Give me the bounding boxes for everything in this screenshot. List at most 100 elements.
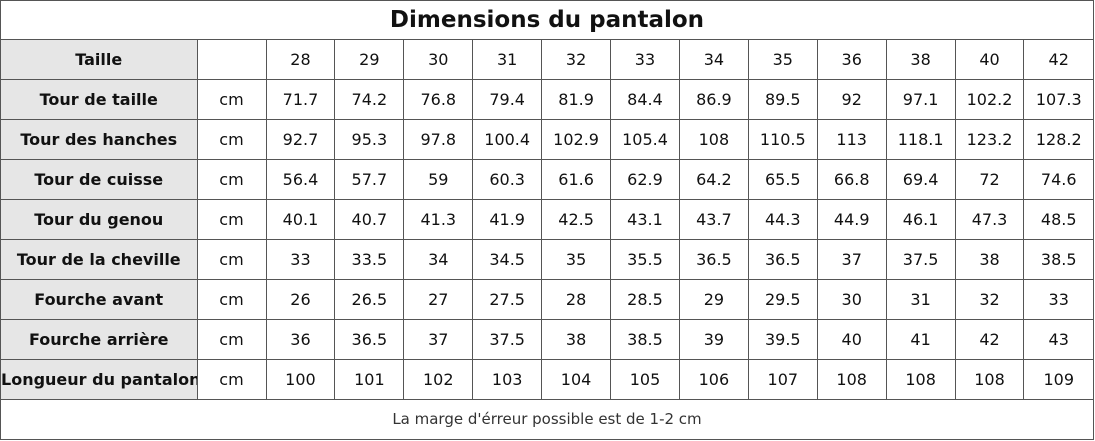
value-cell: 38.5 bbox=[1023, 239, 1093, 280]
unit-cell: cm bbox=[196, 199, 267, 240]
value-cell: 102.2 bbox=[954, 79, 1025, 120]
value-cell: 28 bbox=[541, 279, 612, 320]
value-cell: 61.6 bbox=[541, 159, 612, 200]
value-cell: 62.9 bbox=[610, 159, 680, 200]
row-label: Tour du genou bbox=[1, 199, 198, 240]
value-cell: 97.1 bbox=[885, 79, 956, 120]
value-cell: 40.1 bbox=[265, 199, 336, 240]
unit-cell: cm bbox=[196, 119, 267, 160]
value-cell: 35 bbox=[541, 239, 612, 280]
value-cell: 107 bbox=[747, 359, 818, 400]
value-cell: 71.7 bbox=[265, 79, 336, 120]
value-cell: 110.5 bbox=[747, 119, 818, 160]
value-cell: 128.2 bbox=[1023, 119, 1093, 160]
value-cell: 47.3 bbox=[954, 199, 1025, 240]
value-cell: 42 bbox=[954, 319, 1025, 360]
value-cell: 37.5 bbox=[885, 239, 956, 280]
value-cell: 86.9 bbox=[678, 79, 749, 120]
value-cell: 41.3 bbox=[403, 199, 474, 240]
value-cell: 37 bbox=[403, 319, 474, 360]
value-cell: 43.1 bbox=[610, 199, 680, 240]
value-cell: 35.5 bbox=[610, 239, 680, 280]
value-cell: 74.2 bbox=[334, 79, 405, 120]
value-cell: 101 bbox=[334, 359, 405, 400]
value-cell: 102 bbox=[403, 359, 474, 400]
value-cell: 65.5 bbox=[747, 159, 818, 200]
value-cell: 34 bbox=[403, 239, 474, 280]
row-label: Tour des hanches bbox=[1, 119, 198, 160]
value-cell: 105 bbox=[610, 359, 680, 400]
value-cell: 28.5 bbox=[610, 279, 680, 320]
value-cell: 102.9 bbox=[541, 119, 612, 160]
value-cell: 44.3 bbox=[747, 199, 818, 240]
value-cell: 76.8 bbox=[403, 79, 474, 120]
value-cell: 105.4 bbox=[610, 119, 680, 160]
row-label: Taille bbox=[1, 40, 198, 80]
row-label: Longueur du pantalon bbox=[1, 359, 198, 400]
value-cell: 108 bbox=[954, 359, 1025, 400]
table-row: Tour des hanches cm 92.7 95.3 97.8 100.4 102.9… bbox=[1, 119, 1093, 160]
size-header: 29 bbox=[334, 40, 405, 80]
unit-cell bbox=[196, 40, 267, 80]
value-cell: 69.4 bbox=[885, 159, 956, 200]
value-cell: 44.9 bbox=[816, 199, 887, 240]
value-cell: 100.4 bbox=[472, 119, 543, 160]
value-cell: 27 bbox=[403, 279, 474, 320]
size-header: 35 bbox=[747, 40, 818, 80]
value-cell: 89.5 bbox=[747, 79, 818, 120]
value-cell: 32 bbox=[954, 279, 1025, 320]
table-row: Fourche avant cm 26 26.5 27 27.5 28 28.5 29 29.5 3… bbox=[1, 279, 1093, 320]
value-cell: 30 bbox=[816, 279, 887, 320]
value-cell: 37 bbox=[816, 239, 887, 280]
size-table: Taille 28 29 30 31 32 33 34 35 36 38 40 42 Tour de ta… bbox=[1, 40, 1093, 400]
value-cell: 36.5 bbox=[678, 239, 749, 280]
value-cell: 43 bbox=[1023, 319, 1093, 360]
unit-cell: cm bbox=[196, 79, 267, 120]
unit-cell: cm bbox=[196, 159, 267, 200]
row-label: Tour de cuisse bbox=[1, 159, 198, 200]
unit-cell: cm bbox=[196, 359, 267, 400]
value-cell: 103 bbox=[472, 359, 543, 400]
value-cell: 108 bbox=[885, 359, 956, 400]
value-cell: 33 bbox=[265, 239, 336, 280]
footnote: La marge d'érreur possible est de 1-2 cm bbox=[392, 410, 702, 428]
size-header: 40 bbox=[954, 40, 1025, 80]
value-cell: 39.5 bbox=[747, 319, 818, 360]
table-row: Tour du genou cm 40.1 40.7 41.3 41.9 42.5 43.1 4… bbox=[1, 199, 1093, 240]
value-cell: 74.6 bbox=[1023, 159, 1093, 200]
value-cell: 106 bbox=[678, 359, 749, 400]
value-cell: 40.7 bbox=[334, 199, 405, 240]
value-cell: 38 bbox=[954, 239, 1025, 280]
value-cell: 39 bbox=[678, 319, 749, 360]
size-header: 33 bbox=[610, 40, 680, 80]
value-cell: 66.8 bbox=[816, 159, 887, 200]
size-header: 28 bbox=[265, 40, 336, 80]
value-cell: 29 bbox=[678, 279, 749, 320]
value-cell: 97.8 bbox=[403, 119, 474, 160]
size-header: 34 bbox=[678, 40, 749, 80]
value-cell: 46.1 bbox=[885, 199, 956, 240]
row-label: Tour de taille bbox=[1, 79, 198, 120]
value-cell: 57.7 bbox=[334, 159, 405, 200]
value-cell: 31 bbox=[885, 279, 956, 320]
value-cell: 33 bbox=[1023, 279, 1093, 320]
value-cell: 42.5 bbox=[541, 199, 612, 240]
value-cell: 123.2 bbox=[954, 119, 1025, 160]
value-cell: 81.9 bbox=[541, 79, 612, 120]
table-row: Tour de la cheville cm 33 33.5 34 34.5 35 35.5 3… bbox=[1, 239, 1093, 280]
value-cell: 33.5 bbox=[334, 239, 405, 280]
value-cell: 41 bbox=[885, 319, 956, 360]
value-cell: 26.5 bbox=[334, 279, 405, 320]
value-cell: 108 bbox=[816, 359, 887, 400]
table-row: Tour de cuisse cm 56.4 57.7 59 60.3 61.6 62.9 64… bbox=[1, 159, 1093, 200]
value-cell: 41.9 bbox=[472, 199, 543, 240]
size-header: 32 bbox=[541, 40, 612, 80]
table-row: Fourche arrière cm 36 36.5 37 37.5 38 38.5 39 39.… bbox=[1, 319, 1093, 360]
value-cell: 64.2 bbox=[678, 159, 749, 200]
unit-cell: cm bbox=[196, 279, 267, 320]
value-cell: 37.5 bbox=[472, 319, 543, 360]
unit-cell: cm bbox=[196, 239, 267, 280]
value-cell: 100 bbox=[265, 359, 336, 400]
value-cell: 84.4 bbox=[610, 79, 680, 120]
value-cell: 48.5 bbox=[1023, 199, 1093, 240]
